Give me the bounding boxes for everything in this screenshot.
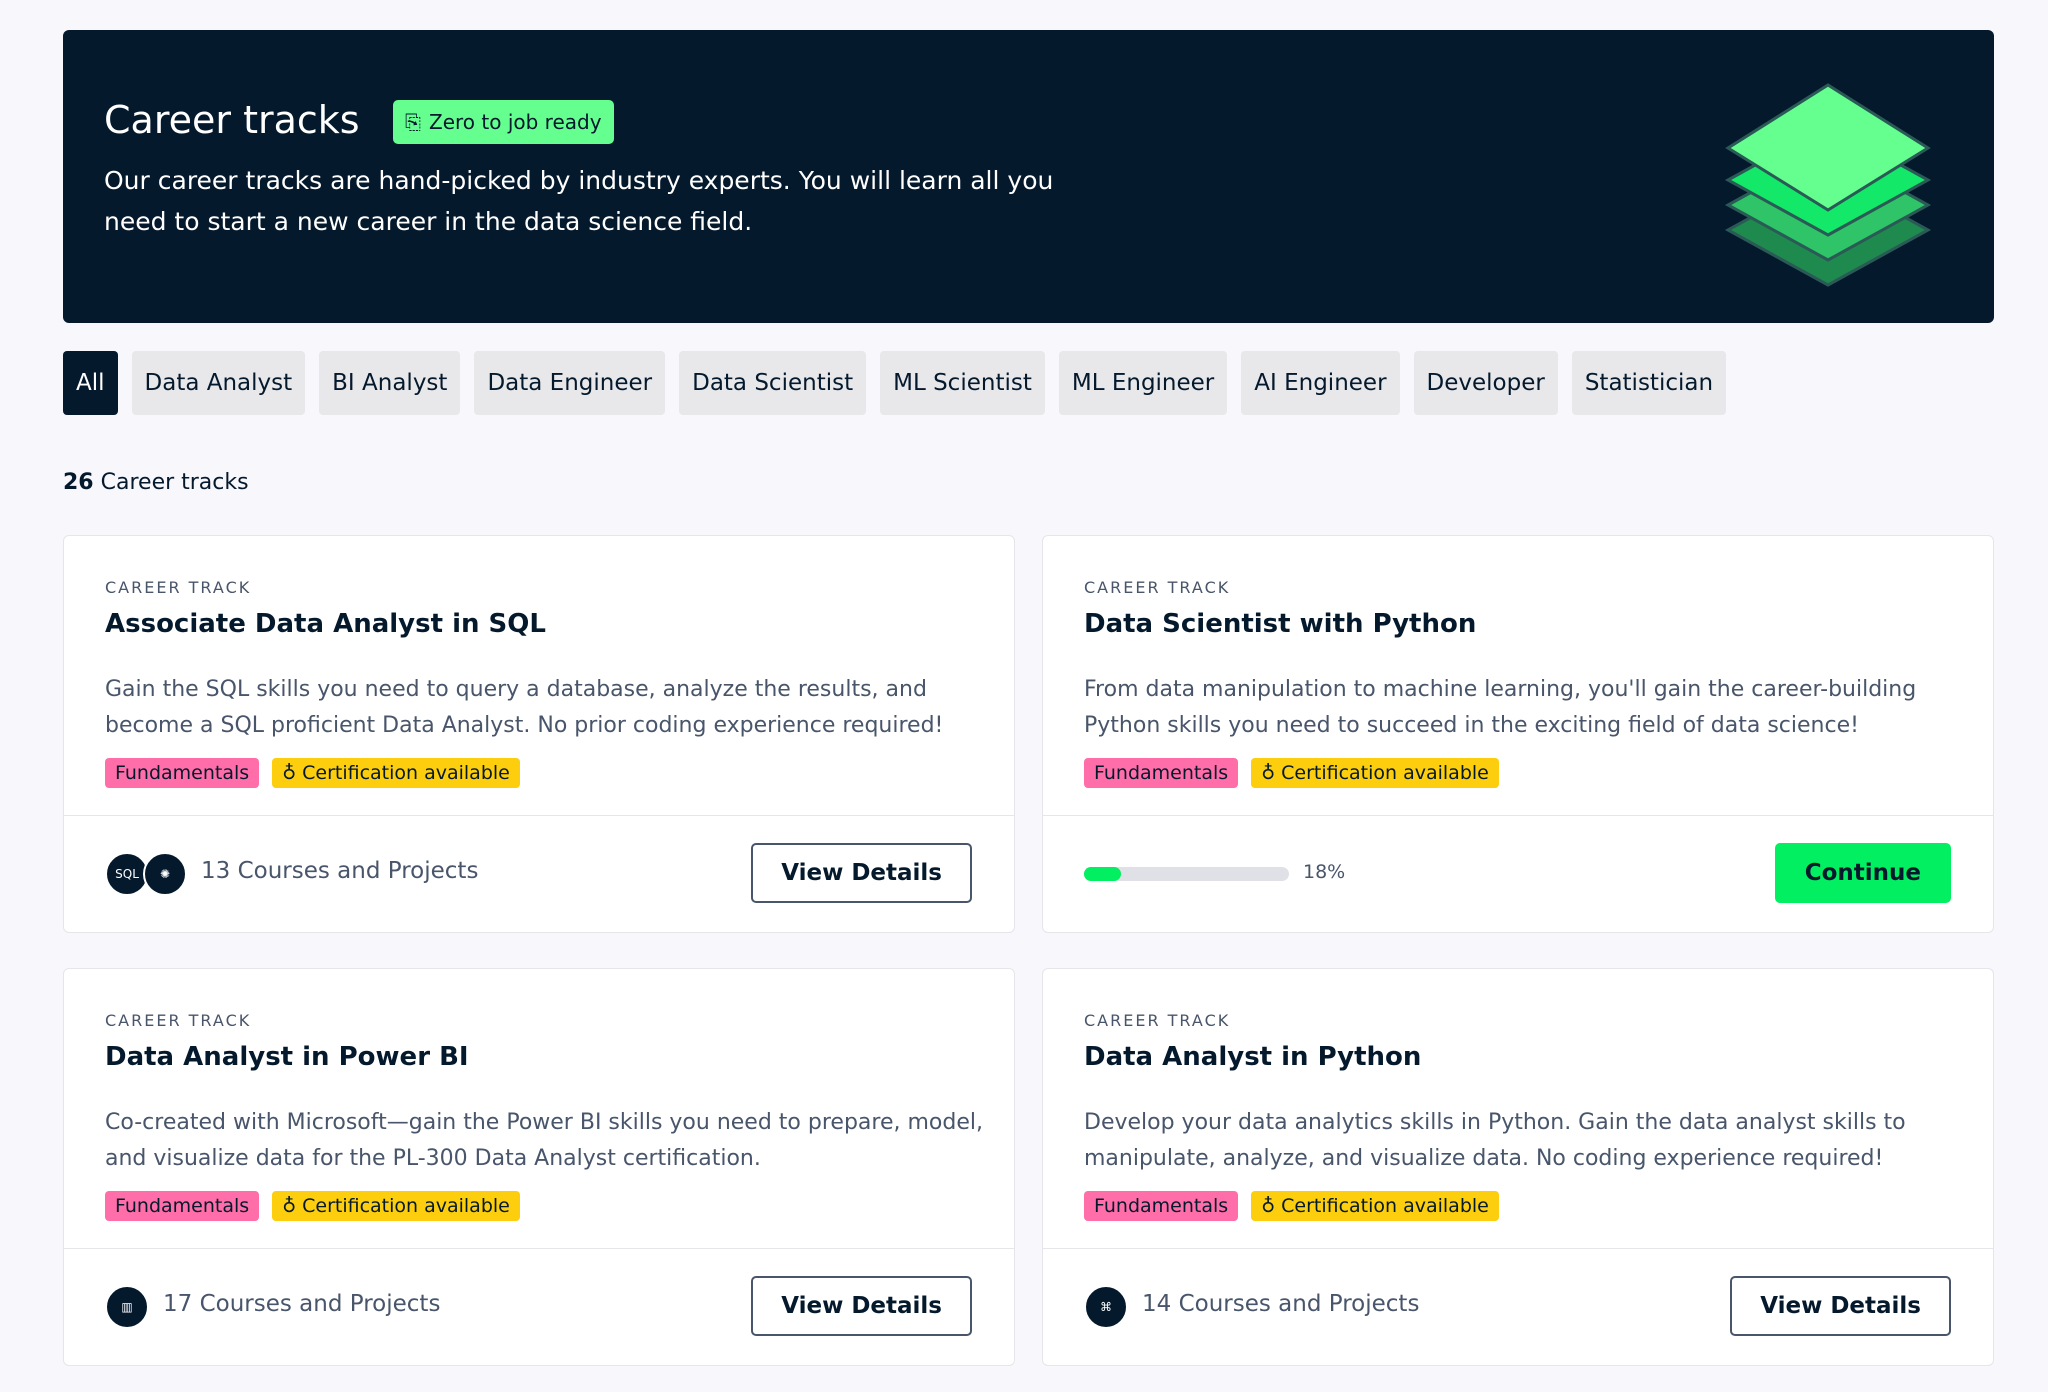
courses-count: 14 Courses and Projects <box>1142 1291 1420 1317</box>
view-details-button[interactable]: View Details <box>751 843 972 903</box>
card-title[interactable]: Data Analyst in Python <box>1084 1042 1422 1072</box>
courses-count: 17 Courses and Projects <box>163 1291 441 1317</box>
filter-developer[interactable]: Developer <box>1413 351 1558 415</box>
card-description: Gain the SQL skills you need to query a … <box>105 677 944 738</box>
ribbon-icon: ♁ <box>282 1195 297 1217</box>
career-track-card[interactable]: CAREER TRACK Data Analyst in Power BI Co… <box>63 968 1015 1366</box>
card-footer: ▥ 17 Courses and Projects View Details <box>64 1248 1014 1365</box>
filter-data-engineer[interactable]: Data Engineer <box>474 351 666 415</box>
fundamentals-tag: Fundamentals <box>105 1191 260 1221</box>
courses-count: 13 Courses and Projects <box>201 858 479 884</box>
certification-tag: ♁ Certification available <box>272 758 520 788</box>
filter-data-analyst[interactable]: Data Analyst <box>131 351 306 415</box>
results-count: 26 Career tracks <box>63 470 249 495</box>
card-kind: CAREER TRACK <box>1084 578 1231 597</box>
ribbon-icon: ♁ <box>1261 1195 1276 1217</box>
filter-chips: All Data Analyst BI Analyst Data Engineer Da… <box>63 351 1727 415</box>
card-footer: 18% Continue <box>1043 815 1993 932</box>
continue-button[interactable]: Continue <box>1774 843 1951 903</box>
filter-statistician[interactable]: Statistician <box>1571 351 1727 415</box>
filter-all[interactable]: All <box>63 351 118 415</box>
card-footer: SQL ✺ 13 Courses and Projects View Details <box>64 815 1014 932</box>
brain-icon: ✺ <box>143 852 187 896</box>
fundamentals-tag: Fundamentals <box>1084 758 1239 788</box>
power-bi-icon: ▥ <box>105 1285 149 1329</box>
filter-data-scientist[interactable]: Data Scientist <box>679 351 867 415</box>
filter-ml-scientist[interactable]: ML Scientist <box>880 351 1045 415</box>
view-details-button[interactable]: View Details <box>751 1276 972 1336</box>
filter-ai-engineer[interactable]: AI Engineer <box>1241 351 1400 415</box>
card-description: Develop your data analytics skills in Py… <box>1084 1110 1906 1171</box>
career-track-card[interactable]: CAREER TRACK Associate Data Analyst in S… <box>63 535 1015 933</box>
briefcase-icon: ⎘ <box>405 110 421 134</box>
view-details-button[interactable]: View Details <box>1730 1276 1951 1336</box>
zero-to-job-badge: ⎘ Zero to job ready <box>393 100 614 144</box>
certification-tag: ♁ Certification available <box>272 1191 520 1221</box>
card-kind: CAREER TRACK <box>1084 1011 1231 1030</box>
fundamentals-tag: Fundamentals <box>1084 1191 1239 1221</box>
card-title[interactable]: Associate Data Analyst in SQL <box>105 609 546 639</box>
page-title: Career tracks <box>104 98 360 142</box>
card-footer: ⌘ 14 Courses and Projects View Details <box>1043 1248 1993 1365</box>
ribbon-icon: ♁ <box>282 762 297 784</box>
card-description: Co-created with Microsoft—gain the Power… <box>105 1110 983 1171</box>
card-kind: CAREER TRACK <box>105 1011 252 1030</box>
card-title[interactable]: Data Analyst in Power BI <box>105 1042 469 1072</box>
certification-tag: ♁ Certification available <box>1251 758 1499 788</box>
card-kind: CAREER TRACK <box>105 578 252 597</box>
card-description: From data manipulation to machine learni… <box>1084 677 1917 738</box>
ribbon-icon: ♁ <box>1261 762 1276 784</box>
hero-banner: Career tracks ⎘ Zero to job ready Our car… <box>63 30 1994 323</box>
certification-tag: ♁ Certification available <box>1251 1191 1499 1221</box>
progress-bar <box>1084 867 1289 881</box>
career-track-card[interactable]: CAREER TRACK Data Analyst in Python Deve… <box>1042 968 1994 1366</box>
python-icon: ⌘ <box>1084 1285 1128 1329</box>
filter-bi-analyst[interactable]: BI Analyst <box>319 351 461 415</box>
progress-percent: 18% <box>1303 861 1346 883</box>
hero-description: Our career tracks are hand-picked by ind… <box>104 166 1054 236</box>
filter-ml-engineer[interactable]: ML Engineer <box>1058 351 1228 415</box>
fundamentals-tag: Fundamentals <box>105 758 260 788</box>
layers-icon <box>1724 83 1932 287</box>
career-track-card[interactable]: CAREER TRACK Data Scientist with Python … <box>1042 535 1994 933</box>
card-title[interactable]: Data Scientist with Python <box>1084 609 1477 639</box>
